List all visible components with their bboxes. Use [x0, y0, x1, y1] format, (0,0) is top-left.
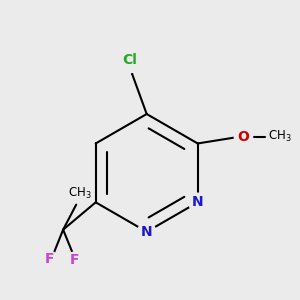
Circle shape: [41, 251, 58, 268]
Text: F: F: [70, 254, 79, 267]
Circle shape: [66, 252, 82, 268]
Text: F: F: [45, 252, 54, 266]
Text: CH$_3$: CH$_3$: [68, 186, 91, 201]
Text: N: N: [141, 225, 152, 239]
Circle shape: [118, 50, 141, 73]
Circle shape: [234, 128, 253, 146]
Circle shape: [137, 223, 156, 241]
Text: Cl: Cl: [122, 52, 137, 67]
Text: CH$_3$: CH$_3$: [268, 129, 292, 145]
Text: N: N: [192, 195, 203, 209]
Text: O: O: [238, 130, 249, 144]
Circle shape: [188, 193, 207, 212]
